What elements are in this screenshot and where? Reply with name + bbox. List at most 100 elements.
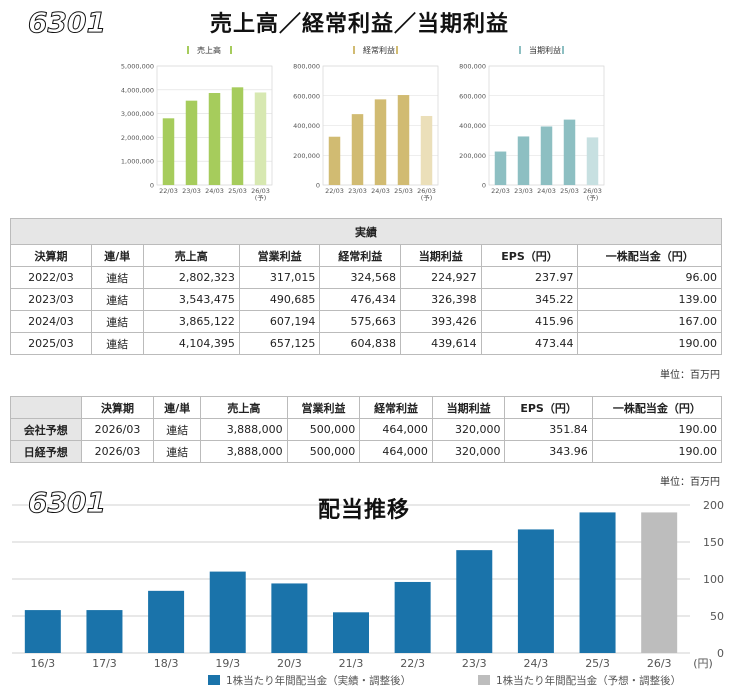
stock-code: 6301 bbox=[28, 6, 107, 40]
column-header: 売上高 bbox=[142, 244, 240, 267]
y-tick-label: 200 bbox=[703, 499, 724, 512]
legend-label: 1株当たり年間配当金（実績・調整後） bbox=[226, 674, 411, 687]
table-cell: 317,015 bbox=[238, 266, 321, 289]
table-cell: 473.44 bbox=[480, 332, 579, 355]
table-cell: 415.96 bbox=[480, 310, 579, 333]
dividend-bar bbox=[271, 583, 308, 653]
table-cell: 500,000 bbox=[286, 418, 361, 441]
x-tick-label: 18/3 bbox=[154, 657, 179, 670]
y-tick-label: 400,000 bbox=[459, 122, 486, 130]
table-cell: 2026/03 bbox=[80, 418, 155, 441]
y-tick-label: 50 bbox=[710, 610, 724, 623]
table-cell: 500,000 bbox=[286, 440, 361, 463]
legend-marker bbox=[187, 46, 189, 54]
dividend-bar bbox=[86, 610, 123, 653]
dividend-chart: 200 150 100 50 0 16/3 17/3 18/3 19/3 20/3 21/3 22/3… bbox=[12, 499, 724, 687]
table-cell: 連結 bbox=[90, 288, 144, 311]
x-tick-label: 25/03 bbox=[560, 187, 579, 195]
table-row: 2024/03 連結 3,865,122 607,194 575,663 393,426 4… bbox=[10, 310, 722, 333]
legend-label: 経常利益 bbox=[363, 45, 395, 55]
page-title: 売上高／経常利益／当期利益 bbox=[210, 12, 510, 37]
dividend-bar bbox=[148, 590, 185, 653]
x-tick-label: 22/03 bbox=[491, 187, 510, 195]
table-cell: 4,104,395 bbox=[142, 332, 240, 355]
x-tick-label: 20/3 bbox=[277, 657, 302, 670]
legend-marker bbox=[353, 46, 355, 54]
column-header: 決算期 bbox=[80, 396, 155, 419]
table-cell: 320,000 bbox=[431, 440, 506, 463]
table-cell: 139.00 bbox=[577, 288, 722, 311]
y-tick-label: 600,000 bbox=[293, 92, 320, 100]
dividend-bar bbox=[209, 571, 246, 653]
table-row: 会社予想 2026/03 連結 3,888,000 500,000 464,000 320,… bbox=[10, 418, 723, 441]
table-cell: 464,000 bbox=[359, 418, 433, 441]
y-tick-label: 100 bbox=[703, 573, 724, 586]
table-cell: 464,000 bbox=[359, 440, 433, 463]
table-cell: 3,888,000 bbox=[200, 418, 288, 441]
table-cell: 連結 bbox=[153, 418, 202, 441]
x-tick-label: 24/3 bbox=[524, 657, 549, 670]
bar bbox=[374, 99, 387, 185]
bar bbox=[563, 119, 576, 185]
net-legend: 当期利益 bbox=[519, 45, 564, 55]
column-header: EPS（円） bbox=[504, 396, 593, 419]
column-header: 当期利益 bbox=[431, 396, 506, 419]
row-label: 会社予想 bbox=[10, 418, 82, 441]
column-header: 一株配当金（円） bbox=[577, 244, 722, 267]
x-tick-label: 26/03 (予) bbox=[417, 187, 436, 202]
dividend-bar bbox=[517, 529, 554, 653]
bar bbox=[351, 114, 364, 185]
row-label: 日経予想 bbox=[10, 440, 82, 463]
legend-item: 1株当たり年間配当金（予想・調整後） bbox=[478, 674, 681, 687]
x-tick-label: 26/3 bbox=[647, 657, 672, 670]
table-cell: 連結 bbox=[90, 266, 144, 289]
legend-label: 当期利益 bbox=[529, 45, 561, 55]
bar bbox=[231, 87, 244, 185]
table-cell: 2023/03 bbox=[10, 288, 92, 311]
bar bbox=[397, 95, 410, 185]
x-tick-label: 26/03 (予) bbox=[251, 187, 270, 202]
column-header: 経常利益 bbox=[319, 244, 401, 267]
table-row: 日経予想 2026/03 連結 3,888,000 500,000 464,000 320,… bbox=[10, 440, 723, 463]
table-cell: 607,194 bbox=[238, 310, 321, 333]
x-tick-label: 24/03 bbox=[371, 187, 390, 195]
sales-mini-chart: 売上高 5,000,000 4,000,000 3,000,000 2,000,000 1… bbox=[121, 45, 273, 202]
y-tick-label: 800,000 bbox=[459, 63, 486, 71]
y-tick-label: 4,000,000 bbox=[121, 86, 154, 94]
table-cell: 351.84 bbox=[504, 418, 593, 441]
column-header: 連/単 bbox=[90, 244, 144, 267]
forecast-unit: 単位：百万円 bbox=[660, 477, 720, 488]
y-tick-label: 800,000 bbox=[293, 63, 320, 71]
table-cell: 96.00 bbox=[577, 266, 722, 289]
table-cell: 2025/03 bbox=[10, 332, 92, 355]
y-tick-label: 2,000,000 bbox=[121, 134, 154, 142]
table-cell: 343.96 bbox=[504, 440, 593, 463]
y-tick-label: 0 bbox=[150, 182, 154, 190]
table-row: 2025/03 連結 4,104,395 657,125 604,838 439,614 4… bbox=[10, 332, 722, 355]
legend-marker bbox=[519, 46, 521, 54]
results-table: 実績 決算期 連/単 売上高 営業利益 経常利益 当期利益 EPS（円） 一株配当金（円） 2… bbox=[10, 218, 722, 355]
table-cell: 2022/03 bbox=[10, 266, 92, 289]
x-tick-label: 22/03 bbox=[325, 187, 344, 195]
bar bbox=[208, 93, 221, 185]
table-cell: 3,888,000 bbox=[200, 440, 288, 463]
x-tick-label: 21/3 bbox=[339, 657, 364, 670]
y-tick-label: 0 bbox=[316, 182, 320, 190]
ordinary-legend: 経常利益 bbox=[353, 45, 398, 55]
legend-marker bbox=[396, 46, 398, 54]
legend-item: 1株当たり年間配当金（実績・調整後） bbox=[208, 674, 411, 687]
y-tick-label: 600,000 bbox=[459, 92, 486, 100]
net-profit-mini-chart: 当期利益 800,000 600,000 400,000 200,000 0 22/03 23… bbox=[459, 45, 605, 202]
y-tick-label: 200,000 bbox=[459, 152, 486, 160]
dividend-stock-code: 6301 bbox=[28, 486, 107, 520]
x-tick-label: 25/03 bbox=[394, 187, 413, 195]
table-cell: 190.00 bbox=[591, 440, 723, 463]
table-cell: 439,614 bbox=[400, 332, 482, 355]
table-cell: 3,865,122 bbox=[142, 310, 240, 333]
bar bbox=[254, 92, 267, 185]
x-tick-label: 25/03 bbox=[228, 187, 247, 195]
x-tick-label: 22/3 bbox=[400, 657, 425, 670]
dividend-bar bbox=[641, 512, 678, 653]
dividend-bar bbox=[579, 512, 616, 653]
column-header: EPS（円） bbox=[480, 244, 579, 267]
